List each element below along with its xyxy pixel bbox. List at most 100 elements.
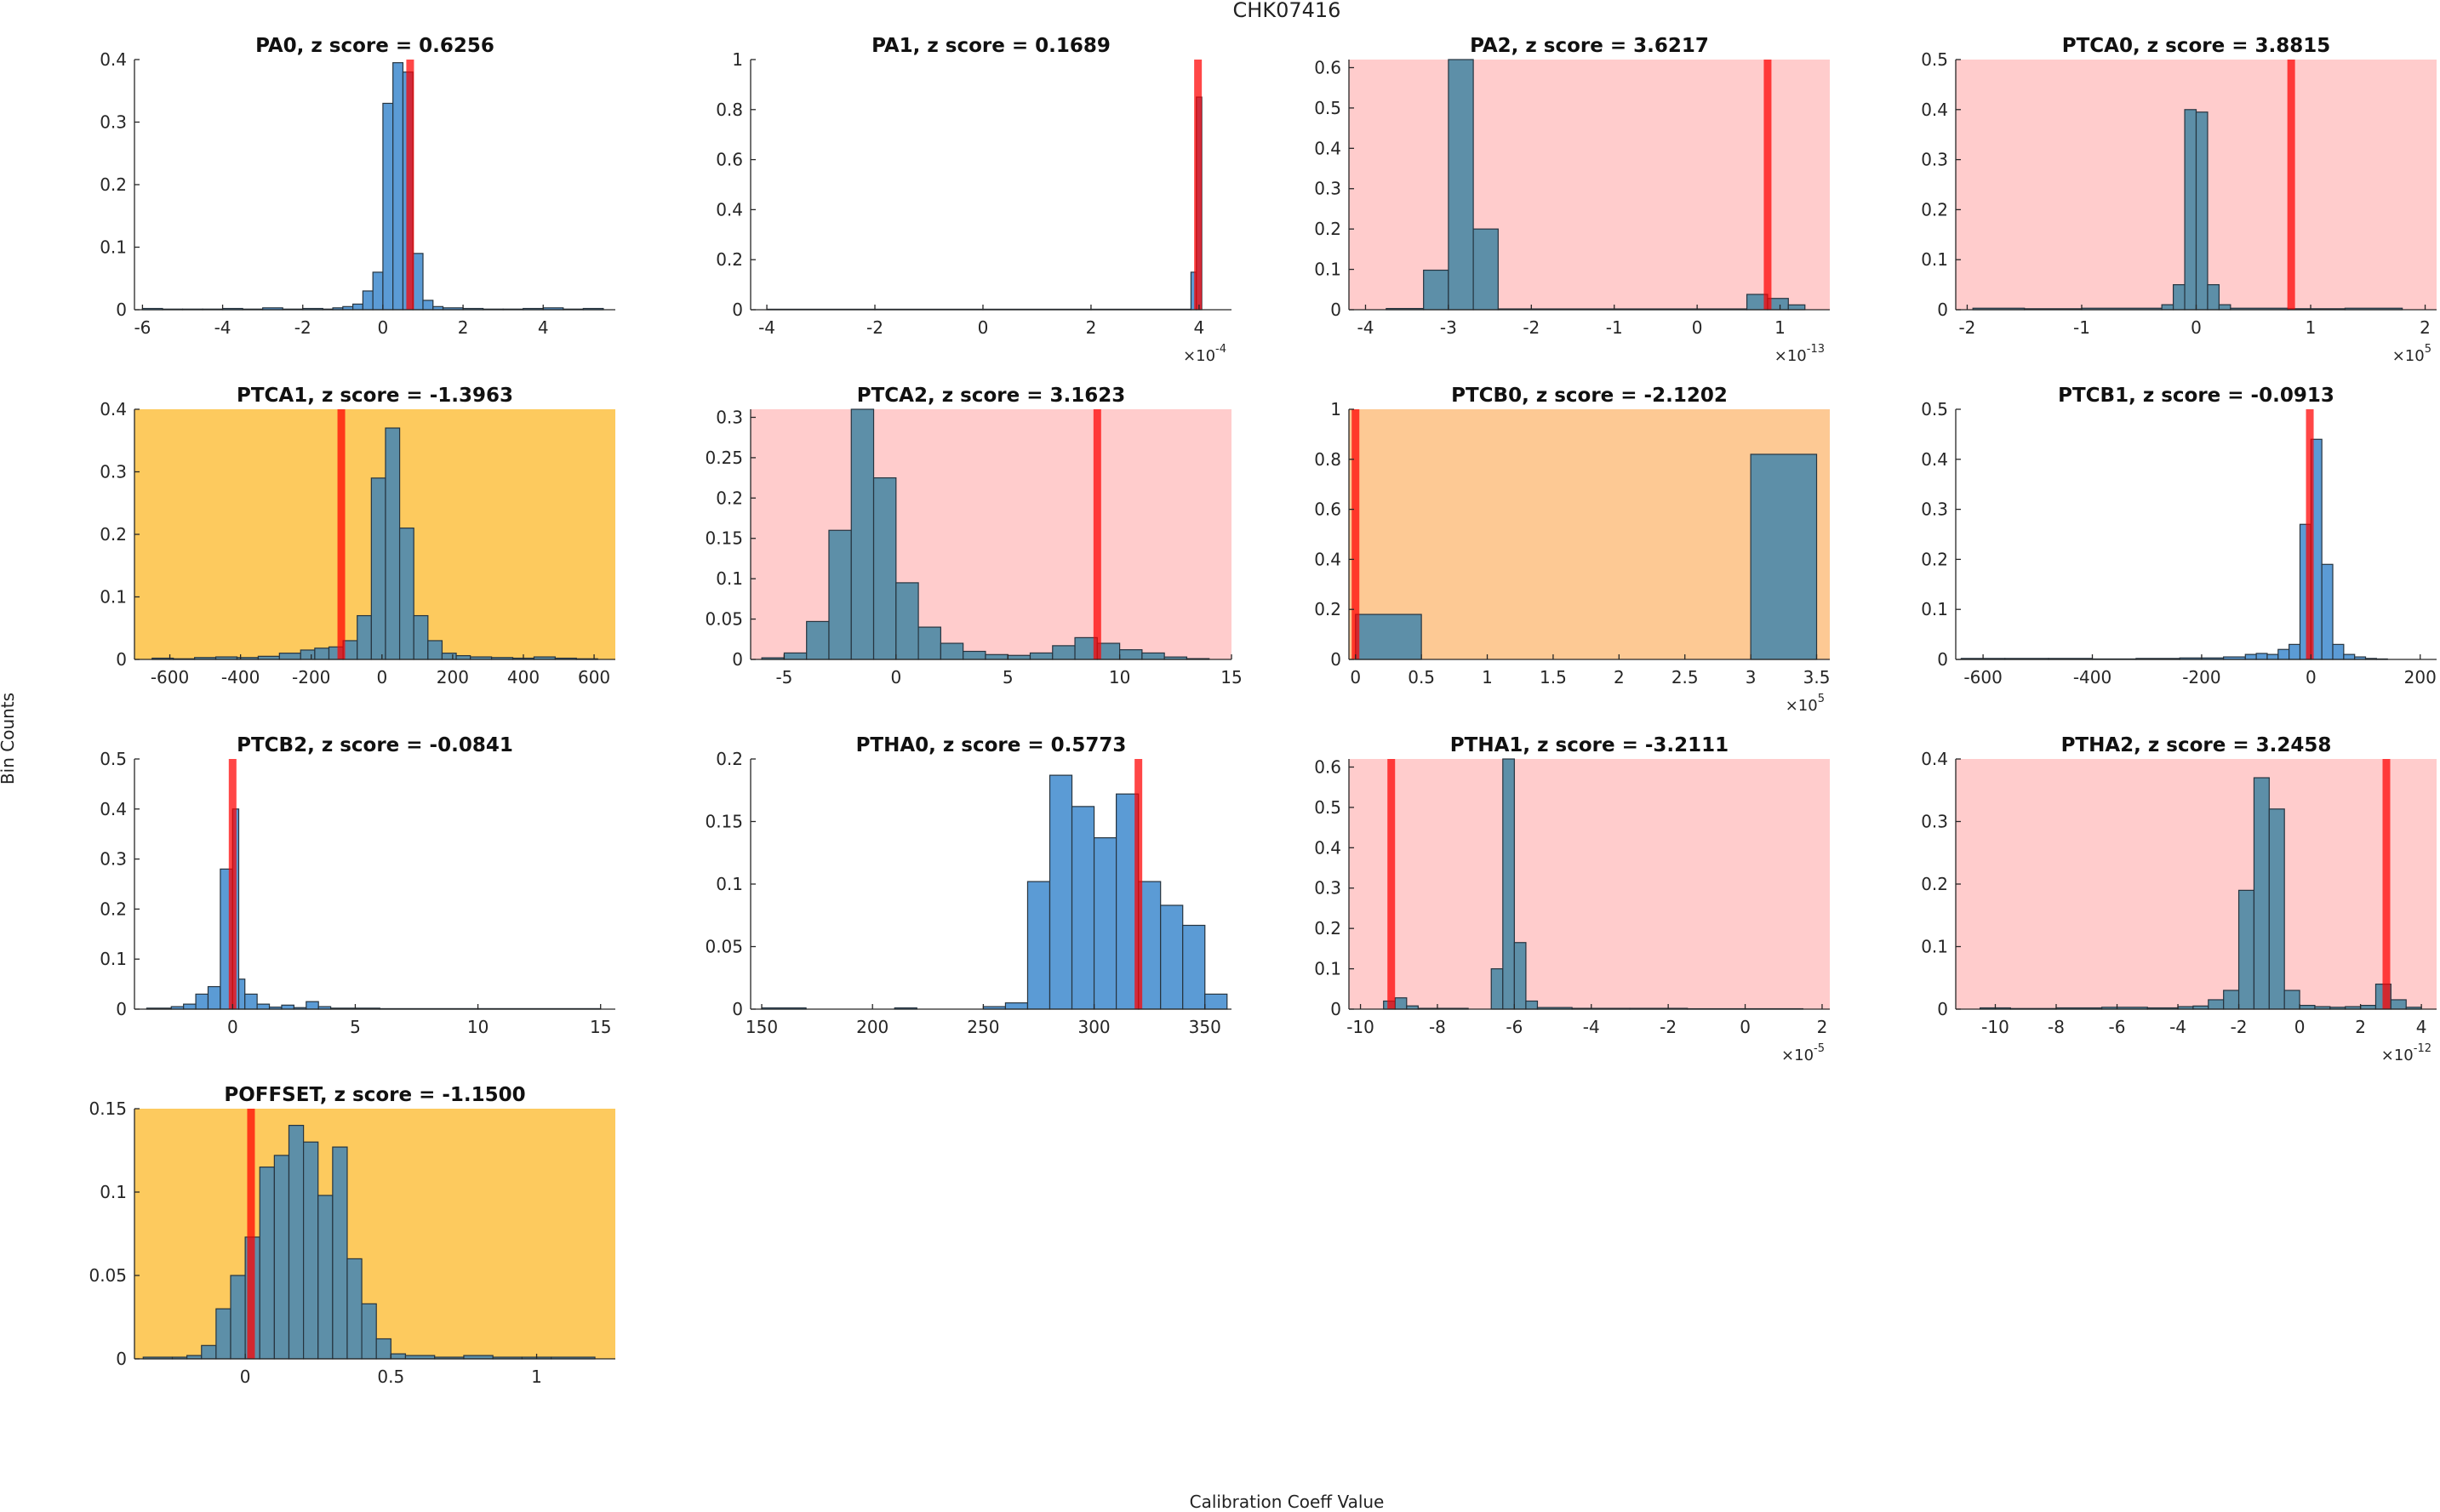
x-tick-label: 0 (1692, 317, 1703, 338)
x-tick-label: 10 (1109, 667, 1130, 688)
subplot: PTCA1, z score = -1.3963 -600 -400 -200 0 200… (100, 385, 615, 688)
histogram-bar (783, 652, 808, 660)
x-tick-label: 0 (1740, 1017, 1751, 1037)
y-tick-label: 0.1 (100, 237, 127, 258)
y-tick-label: 0.1 (100, 949, 127, 969)
y-tick-label: 0.3 (716, 407, 743, 427)
x-tick-label: -10 (1346, 1017, 1374, 1037)
histogram-bar (1029, 652, 1054, 660)
histogram-bar (412, 253, 424, 311)
histogram-bar (1007, 654, 1031, 660)
x-tick-label: 0 (227, 1017, 238, 1037)
histogram-bar (300, 649, 316, 660)
x-tick-label: 0 (378, 317, 389, 338)
plot-area (1956, 409, 2437, 659)
y-tick-label: 0.6 (1314, 499, 1341, 520)
x-tick-label: -200 (292, 667, 330, 688)
y-tick-label: 0.2 (1314, 219, 1341, 239)
exponent-power: -13 (1807, 343, 1825, 356)
subplot: PTCA0, z score = 3.8815 -2 -1 0 1 2 0 0.1 0.2 0.3… (1921, 35, 2437, 365)
histogram-bar (303, 1141, 319, 1360)
y-tick-label: 0 (1330, 300, 1341, 320)
y-tick-label: 0.2 (716, 249, 743, 270)
y-tick-label: 0.15 (89, 1098, 127, 1119)
value-marker-line (1387, 759, 1396, 1009)
x-tick-label: 2 (458, 317, 469, 338)
x-tick-label: 4 (1194, 317, 1205, 338)
histogram-bar (317, 1195, 334, 1360)
y-tick-label: 0.1 (100, 587, 127, 608)
histogram-bar (2343, 653, 2356, 660)
plot-area (1349, 60, 1830, 310)
histogram-bar (2283, 990, 2300, 1010)
histogram-bar (1049, 774, 1073, 1010)
histogram-bar (2208, 999, 2225, 1010)
y-tick-label: 0.2 (1314, 599, 1341, 619)
plot-area (1956, 759, 2437, 1009)
plot-area (1349, 409, 1830, 659)
x-tick-label: -4 (758, 317, 775, 338)
histogram-bar (917, 626, 941, 660)
histogram-bar (1204, 993, 1228, 1010)
histogram-bar (1355, 613, 1422, 660)
exponent-base: ×10 (1781, 1047, 1814, 1064)
y-tick-label: 0.2 (1314, 918, 1341, 939)
x-tick-label: -2 (2231, 1017, 2248, 1037)
histogram-bar (1394, 997, 1408, 1010)
y-tick-label: 0.1 (1921, 937, 1948, 957)
histogram-bar (2253, 777, 2270, 1010)
y-tick-label: 0.3 (1921, 812, 1948, 832)
y-tick-label: 0 (1937, 300, 1948, 320)
histogram-bar (2360, 1004, 2377, 1010)
x-exponent-label: ×10-12 (2381, 1042, 2431, 1064)
x-tick-label: -6 (1506, 1017, 1523, 1037)
x-tick-label: -4 (1357, 317, 1374, 338)
y-tick-label: 0.05 (705, 937, 743, 957)
y-tick-label: 0.4 (1921, 749, 1948, 769)
y-tick-label: 0.4 (100, 399, 127, 419)
exponent-base: ×10 (2381, 1047, 2414, 1064)
histogram-bar (361, 1303, 377, 1360)
histogram-bar (370, 477, 386, 660)
subplot-title: PTCA0, z score = 3.8815 (2062, 35, 2330, 57)
y-tick-label: 1 (1330, 399, 1341, 419)
histogram-bar (207, 985, 221, 1010)
x-tick-label: 3 (1746, 667, 1757, 688)
y-tick-label: 0.15 (705, 528, 743, 549)
histogram-bar (828, 529, 852, 660)
value-marker-line (406, 60, 414, 310)
y-tick-label: 0.4 (1921, 100, 1948, 120)
y-tick-label: 0.4 (716, 199, 743, 220)
histogram-bar (806, 620, 830, 660)
x-tick-label: 250 (967, 1017, 999, 1037)
value-marker-line (228, 759, 237, 1009)
y-tick-label: 0 (1330, 649, 1341, 670)
histogram-bar (1071, 806, 1095, 1010)
x-tick-label: -200 (2182, 667, 2220, 688)
histogram-bar (1513, 942, 1527, 1010)
y-tick-label: 0.4 (1314, 837, 1341, 858)
figure-y-label: Bin Counts (0, 693, 18, 785)
y-tick-label: 0 (116, 1349, 127, 1369)
histogram-bar (2223, 990, 2240, 1010)
y-tick-label: 0.05 (705, 609, 743, 630)
y-tick-label: 0.3 (1314, 878, 1341, 899)
y-tick-label: 0.3 (100, 112, 127, 133)
y-tick-label: 0.1 (1921, 249, 1948, 270)
subplot-title: PTCB1, z score = -0.0913 (2058, 385, 2334, 407)
histogram-bar (940, 642, 964, 660)
exponent-base: ×10 (2392, 347, 2425, 365)
histogram-bar (352, 303, 363, 311)
histogram-bar (895, 582, 919, 660)
histogram-bar (201, 1344, 217, 1360)
x-tick-label: 5 (350, 1017, 361, 1037)
value-marker-line (1763, 60, 1772, 310)
histogram-bar (872, 477, 897, 660)
subplot: PA2, z score = 3.6217 -4 -3 -2 -1 0 1 0 0.1 0.2 0.… (1314, 35, 1830, 365)
x-tick-label: 15 (590, 1017, 611, 1037)
histogram-bar (314, 648, 330, 660)
x-tick-label: 1.5 (1540, 667, 1567, 688)
histogram-bar (256, 1003, 271, 1010)
x-tick-label: -6 (2109, 1017, 2126, 1037)
